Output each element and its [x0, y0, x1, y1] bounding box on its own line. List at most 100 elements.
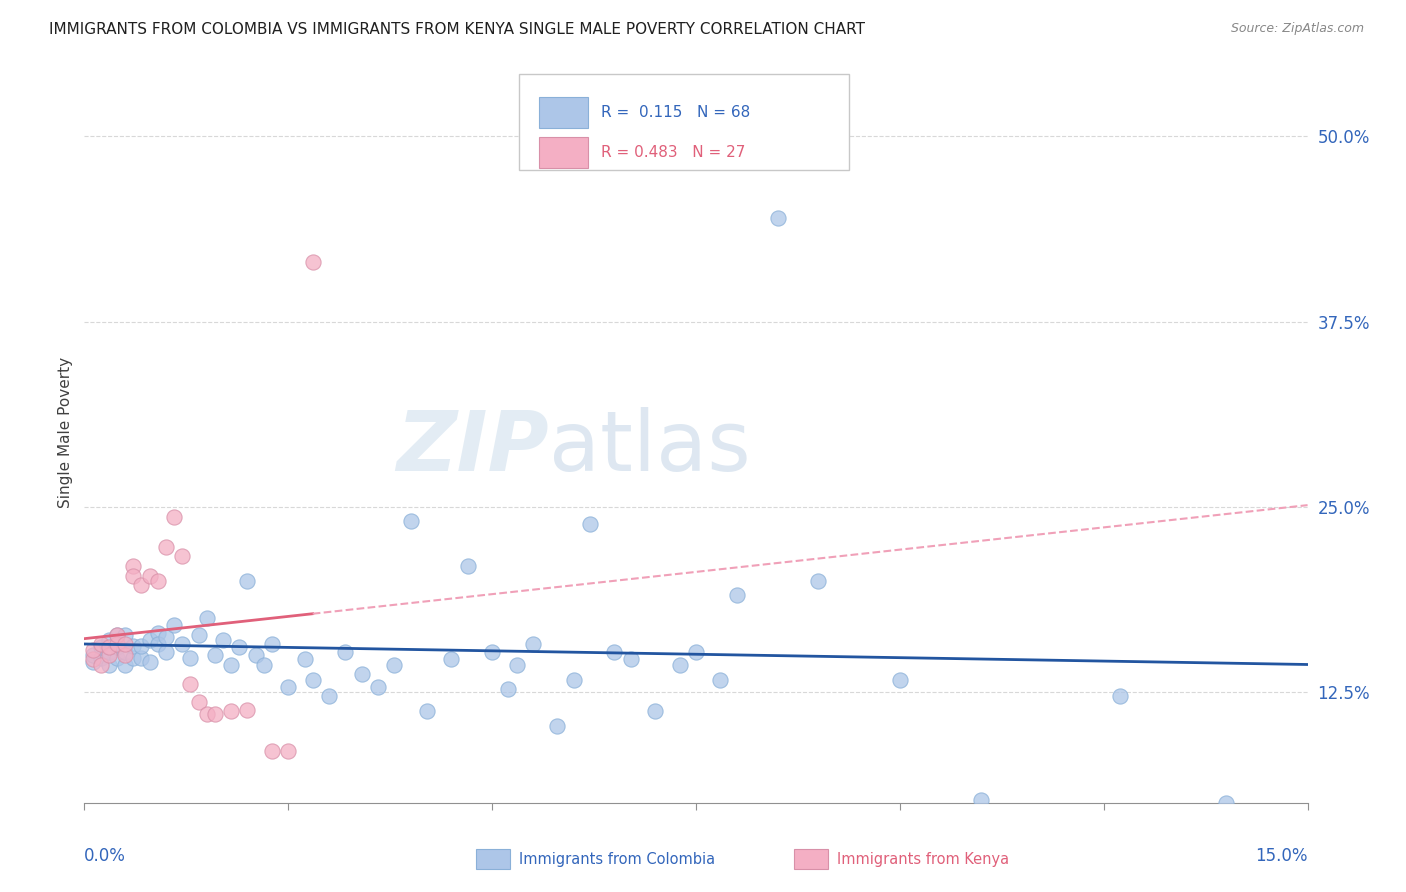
Point	[498, 681, 520, 696]
Point	[725, 589, 748, 603]
Point	[82, 655, 104, 669]
Point	[505, 658, 527, 673]
Point	[82, 643, 104, 657]
Point	[260, 637, 283, 651]
Point	[522, 637, 544, 651]
Point	[114, 645, 136, 659]
Text: IMMIGRANTS FROM COLOMBIA VS IMMIGRANTS FROM KENYA SINGLE MALE POVERTY CORRELATIO: IMMIGRANTS FROM COLOMBIA VS IMMIGRANTS F…	[49, 22, 865, 37]
Point	[90, 640, 112, 655]
Point	[457, 558, 479, 573]
Point	[644, 704, 666, 718]
Point	[82, 648, 104, 662]
Point	[399, 515, 422, 529]
Point	[138, 569, 160, 583]
Point	[114, 628, 136, 642]
Point	[318, 689, 340, 703]
Point	[146, 637, 169, 651]
Point	[807, 574, 830, 588]
Point	[114, 658, 136, 673]
Point	[350, 667, 373, 681]
Point	[138, 655, 160, 669]
Point	[668, 658, 690, 673]
Point	[155, 630, 177, 644]
Text: atlas: atlas	[550, 407, 751, 488]
Point	[131, 650, 153, 665]
Point	[90, 650, 112, 665]
Point	[228, 640, 250, 655]
Point	[172, 549, 194, 563]
Point	[155, 645, 177, 659]
Point	[766, 211, 789, 225]
Point	[105, 650, 128, 665]
Point	[253, 658, 276, 673]
Point	[82, 652, 104, 666]
Point	[260, 744, 283, 758]
Point	[620, 652, 643, 666]
Point	[579, 517, 602, 532]
Text: ZIP: ZIP	[396, 407, 550, 488]
Point	[187, 695, 209, 709]
Point	[97, 640, 120, 655]
Bar	[794, 848, 828, 870]
Point	[97, 648, 120, 662]
Point	[105, 628, 128, 642]
Point	[440, 652, 463, 666]
Point	[685, 645, 707, 659]
Point	[603, 645, 626, 659]
Point	[212, 632, 235, 647]
Y-axis label: Single Male Poverty: Single Male Poverty	[58, 357, 73, 508]
Point	[204, 706, 226, 721]
Point	[138, 632, 160, 647]
Point	[114, 648, 136, 662]
Point	[889, 673, 911, 687]
Bar	[540, 97, 588, 128]
Point	[195, 611, 218, 625]
Point	[114, 637, 136, 651]
Point	[122, 639, 145, 653]
Point	[219, 704, 242, 718]
Point	[1215, 796, 1237, 810]
Point	[245, 648, 267, 662]
Text: Immigrants from Kenya: Immigrants from Kenya	[837, 852, 1008, 866]
Text: R = 0.483   N = 27: R = 0.483 N = 27	[600, 145, 745, 161]
Point	[970, 793, 993, 807]
Point	[146, 625, 169, 640]
Point	[546, 719, 568, 733]
Text: 0.0%: 0.0%	[84, 847, 127, 865]
Point	[122, 558, 145, 573]
Point	[294, 652, 316, 666]
Point	[219, 658, 242, 673]
Point	[155, 540, 177, 554]
FancyBboxPatch shape	[519, 73, 849, 169]
Point	[172, 637, 194, 651]
Point	[122, 650, 145, 665]
Text: Immigrants from Colombia: Immigrants from Colombia	[519, 852, 714, 866]
Point	[301, 255, 323, 269]
Bar	[540, 137, 588, 169]
Point	[105, 637, 128, 651]
Point	[105, 628, 128, 642]
Point	[187, 628, 209, 642]
Point	[277, 744, 299, 758]
Point	[416, 704, 439, 718]
Point	[481, 645, 503, 659]
Point	[277, 681, 299, 695]
Point	[301, 673, 323, 687]
Point	[90, 658, 112, 673]
Point	[90, 637, 112, 651]
Point	[367, 681, 389, 695]
Point	[131, 578, 153, 592]
Point	[105, 640, 128, 655]
Point	[163, 618, 186, 632]
Point	[97, 645, 120, 659]
Point	[97, 658, 120, 673]
Point	[1109, 689, 1132, 703]
Point	[236, 574, 259, 588]
Point	[163, 510, 186, 524]
Point	[236, 702, 259, 716]
Point	[131, 639, 153, 653]
Text: Source: ZipAtlas.com: Source: ZipAtlas.com	[1230, 22, 1364, 36]
Point	[122, 569, 145, 583]
Point	[382, 658, 405, 673]
Point	[195, 706, 218, 721]
